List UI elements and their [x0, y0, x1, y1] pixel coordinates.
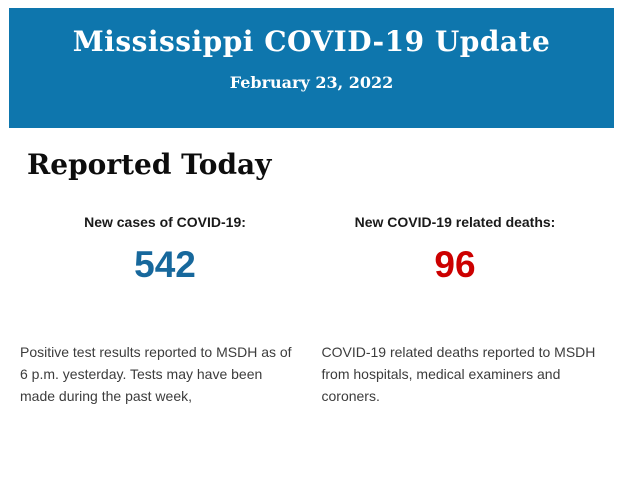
- new-deaths-stat: New COVID-19 related deaths: 96: [310, 214, 600, 283]
- new-cases-stat: New cases of COVID-19: 542: [20, 214, 310, 283]
- new-deaths-value: 96: [434, 244, 476, 285]
- page-title: Mississippi COVID-19 Update: [72, 25, 551, 58]
- section-heading: Reported Today: [27, 148, 272, 181]
- new-deaths-label: New COVID-19 related deaths:: [354, 214, 556, 230]
- stats-row: New cases of COVID-19: 542 New COVID-19 …: [20, 214, 600, 283]
- new-deaths-description: COVID-19 related deaths reported to MSDH…: [321, 344, 596, 404]
- new-cases-value: 542: [134, 244, 196, 285]
- main-content: Reported Today New cases of COVID-19: 54…: [0, 148, 620, 407]
- new-cases-label: New cases of COVID-19:: [84, 214, 246, 230]
- new-cases-description: Positive test results reported to MSDH a…: [20, 344, 292, 404]
- report-date: February 23, 2022: [229, 73, 394, 92]
- descriptions-row: Positive test results reported to MSDH a…: [20, 341, 600, 407]
- header-banner: Mississippi COVID-19 Update February 23,…: [9, 8, 614, 128]
